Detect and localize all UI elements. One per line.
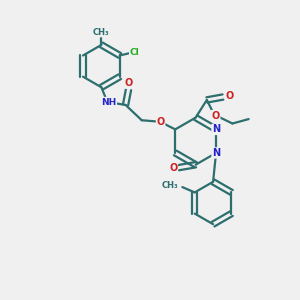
Text: CH₃: CH₃ (93, 28, 110, 37)
Text: NH: NH (101, 98, 116, 106)
Text: O: O (157, 117, 165, 127)
Text: O: O (169, 163, 177, 173)
Text: CH₃: CH₃ (161, 181, 178, 190)
Text: O: O (212, 110, 220, 121)
Text: Cl: Cl (130, 48, 140, 57)
Text: O: O (125, 78, 133, 88)
Text: N: N (212, 124, 220, 134)
Text: N: N (212, 148, 220, 158)
Text: O: O (225, 91, 234, 100)
